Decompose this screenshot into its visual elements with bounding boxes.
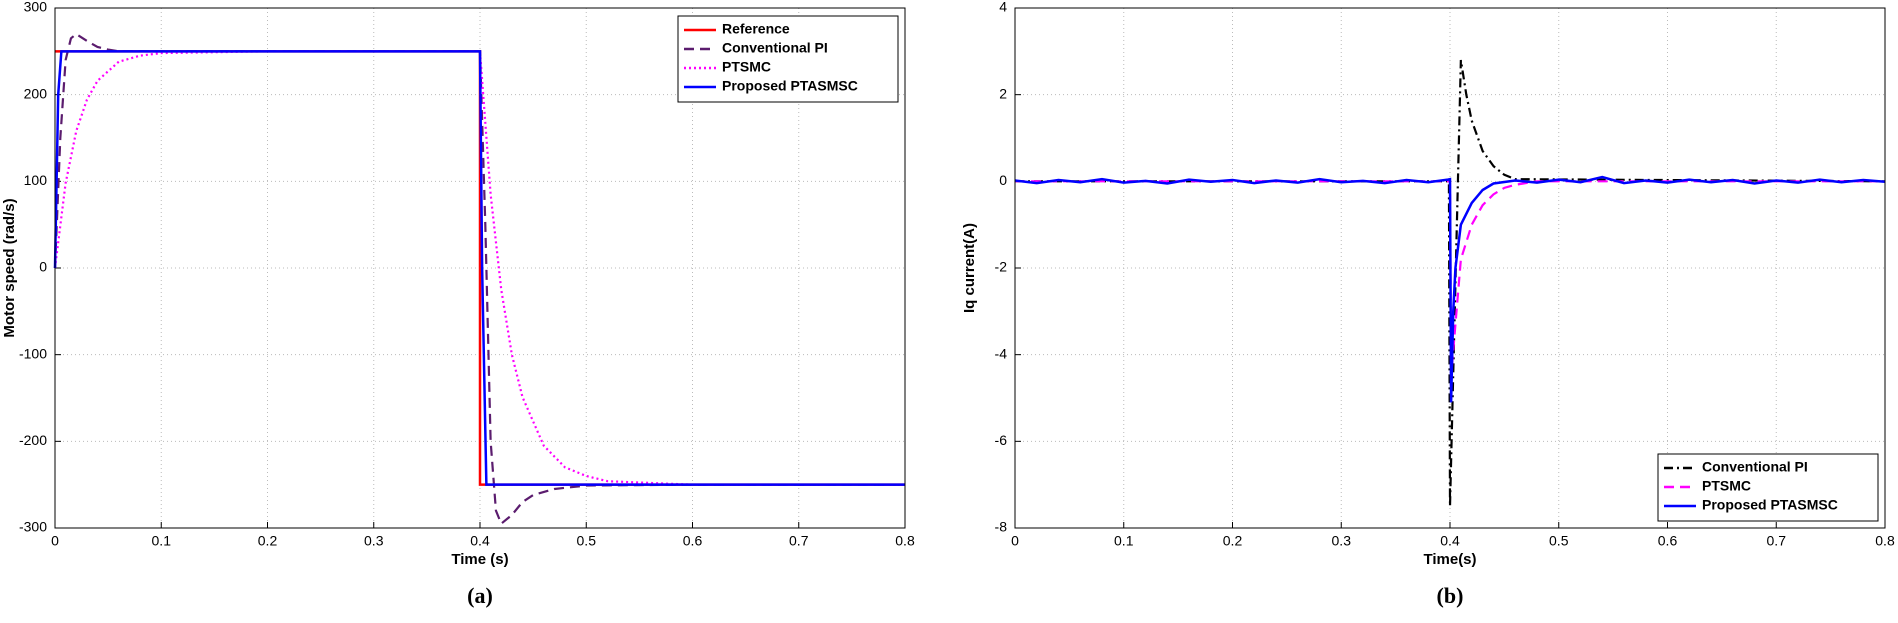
x-tick-label: 0.6 (683, 533, 703, 549)
x-tick-label: 0.7 (789, 533, 809, 549)
y-tick-label: -200 (19, 432, 47, 448)
x-tick-label: 0.1 (152, 533, 172, 549)
y-tick-label: 2 (999, 85, 1007, 101)
y-tick-label: 0 (39, 259, 47, 275)
y-axis-label: Motor speed (rad/s) (1, 198, 18, 337)
x-axis-label: Time (s) (451, 551, 508, 568)
y-tick-label: -300 (19, 519, 47, 535)
data-line (1014, 175, 1886, 403)
legend-label: Reference (722, 21, 790, 37)
y-tick-label: -8 (995, 519, 1008, 535)
x-axis-label: Time(s) (1423, 551, 1476, 568)
x-tick-label: 0.8 (895, 533, 915, 549)
x-tick-label: 0.2 (258, 533, 278, 549)
panel-label: (a) (467, 583, 493, 608)
plot-frame (1014, 7, 1886, 529)
x-tick-label: 0 (1011, 533, 1019, 549)
y-tick-label: 0 (999, 172, 1007, 188)
legend-label: PTSMC (722, 59, 771, 75)
data-line (53, 50, 905, 486)
y-tick-label: 100 (24, 172, 48, 188)
x-tick-label: 0.3 (1332, 533, 1352, 549)
x-tick-label: 0.7 (1767, 533, 1787, 549)
y-tick-label: 300 (24, 0, 48, 15)
x-tick-label: 0.6 (1658, 533, 1678, 549)
y-tick-label: -4 (995, 345, 1008, 361)
legend: Conventional PI PTSMC Proposed PTASMSC (1657, 453, 1879, 522)
y-tick-label: -100 (19, 345, 47, 361)
x-tick-label: 0.1 (1114, 533, 1134, 549)
legend-box (1657, 453, 1879, 522)
legend-label: Conventional PI (1702, 459, 1808, 475)
legend-label: Proposed PTASMSC (1702, 497, 1838, 513)
legend-label: PTSMC (1702, 478, 1751, 494)
data-line (53, 50, 905, 486)
data-line (1015, 59, 1886, 507)
y-tick-label: -6 (995, 432, 1008, 448)
legend: Reference Conventional PI PTSMC Proposed PT… (677, 15, 899, 103)
y-tick-label: -2 (995, 259, 1008, 275)
y-tick-label: 200 (24, 85, 48, 101)
x-tick-label: 0.4 (1440, 533, 1460, 549)
x-tick-label: 0.8 (1875, 533, 1895, 549)
panel-label: (b) (1437, 583, 1464, 608)
legend-label: Proposed PTASMSC (722, 78, 858, 94)
legend-label: Conventional PI (722, 40, 828, 56)
x-tick-label: 0.2 (1223, 533, 1243, 549)
x-tick-label: 0.3 (364, 533, 384, 549)
y-axis-label: Iq current(A) (961, 223, 978, 313)
x-tick-label: 0.4 (470, 533, 490, 549)
y-tick-label: 4 (999, 0, 1007, 15)
x-tick-label: 0 (51, 533, 59, 549)
x-tick-label: 0.5 (577, 533, 597, 549)
x-tick-label: 0.5 (1549, 533, 1569, 549)
plot-frame (54, 7, 906, 529)
